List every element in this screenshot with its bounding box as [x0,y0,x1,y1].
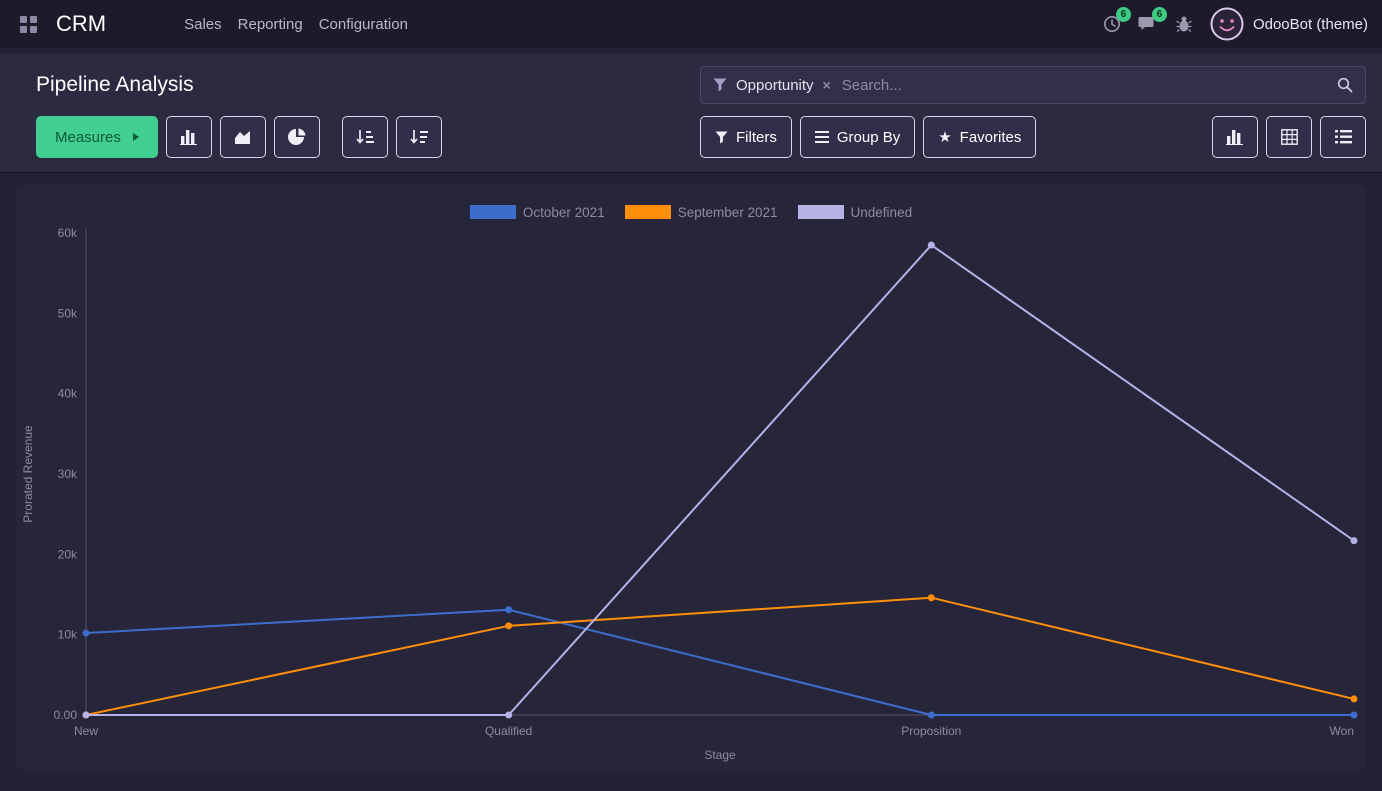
filters-button[interactable]: Filters [700,116,792,158]
grid-icon [19,15,37,33]
user-name: OdooBot (theme) [1252,15,1368,33]
pivot-view-icon [1280,129,1298,145]
message-count-badge: 6 [1151,7,1167,22]
svg-text:60k: 60k [58,226,78,240]
legend-swatch [469,205,516,219]
apps-menu-icon[interactable] [10,6,46,42]
group-by-label: Group By [836,128,901,146]
chart-legend: October 2021 September 2021 Undefined [16,199,1366,225]
svg-text:40k: 40k [58,387,78,401]
main-menu: Sales Reporting Configuration [184,16,408,33]
svg-text:Proposition: Proposition [901,724,961,738]
bug-icon [1176,16,1192,32]
activities-button[interactable]: 6 [1102,7,1131,34]
user-menu[interactable]: OdooBot (theme) [1210,7,1368,41]
menu-item-sales[interactable]: Sales [184,15,222,33]
top-navbar: CRM Sales Reporting Configuration 6 6 [0,0,1382,48]
legend-label: October 2021 [522,204,605,220]
activity-count-badge: 6 [1115,7,1131,22]
caret-right-icon [132,133,139,141]
svg-text:Won: Won [1330,724,1354,738]
bar-chart-mode-button[interactable] [165,116,212,158]
pipeline-analysis-line-chart[interactable]: 0.00 10k 20k 30k 40k 50k 60k New Qualified Propos… [16,225,1366,765]
group-by-button[interactable]: Group By [799,116,916,158]
legend-label: Undefined [850,204,913,220]
svg-text:Prorated Revenue: Prorated Revenue [21,425,35,523]
sort-descending-button[interactable] [395,116,442,158]
filter-icon [715,130,728,144]
chat-icon [1138,17,1154,30]
search-icon[interactable] [1337,77,1353,93]
list-view-button[interactable] [1320,116,1366,158]
svg-text:Qualified: Qualified [485,724,532,738]
svg-text:Stage: Stage [704,748,736,762]
area-chart-icon [234,131,250,144]
favorites-label: Favorites [959,128,1022,146]
messages-button[interactable]: 6 [1138,7,1167,34]
menu-item-reporting[interactable]: Reporting [237,15,303,33]
menu-item-configuration[interactable]: Configuration [318,15,408,33]
clock-icon [1103,16,1120,32]
legend-item-september-2021[interactable]: September 2021 [624,204,778,220]
measures-button[interactable]: Measures [36,116,158,158]
debug-button[interactable] [1174,14,1194,34]
graph-view-button[interactable] [1212,116,1258,158]
list-view-icon [1334,130,1352,144]
measures-label: Measures [55,128,121,146]
filters-label: Filters [736,128,777,146]
chart-panel: October 2021 September 2021 Undefined 0.… [16,185,1366,770]
search-input[interactable] [839,75,1328,95]
svg-text:50k: 50k [58,306,78,320]
svg-text:30k: 30k [58,467,78,481]
facet-remove-icon[interactable]: × [822,77,831,93]
user-avatar [1210,7,1244,41]
favorites-button[interactable]: ★ Favorites [923,116,1037,158]
legend-item-undefined[interactable]: Undefined [797,204,913,220]
pie-chart-icon [287,128,306,145]
search-facet-opportunity: Opportunity [736,76,814,94]
app-name[interactable]: CRM [56,11,107,36]
search-bar[interactable]: Opportunity × [700,66,1366,104]
legend-label: September 2021 [677,204,778,220]
legend-swatch [624,205,671,219]
filter-funnel-icon [713,78,727,92]
sort-asc-icon [356,130,374,144]
sort-ascending-button[interactable] [341,116,388,158]
page-title: Pipeline Analysis [36,73,194,96]
legend-swatch [797,205,844,219]
pie-chart-mode-button[interactable] [273,116,320,158]
control-panel: Pipeline Analysis Opportunity × Measures [0,54,1382,173]
group-by-icon [814,131,829,143]
legend-item-october-2021[interactable]: October 2021 [469,204,605,220]
view-switcher [1212,116,1366,158]
svg-text:0.00: 0.00 [54,708,78,722]
bar-chart-icon [179,130,197,145]
svg-text:New: New [74,724,98,738]
star-icon: ★ [938,128,952,146]
line-chart-mode-button[interactable] [219,116,266,158]
svg-text:20k: 20k [58,547,78,561]
pivot-view-button[interactable] [1266,116,1312,158]
graph-view-icon [1226,130,1243,145]
sort-desc-icon [410,130,428,144]
svg-text:10k: 10k [58,628,78,642]
